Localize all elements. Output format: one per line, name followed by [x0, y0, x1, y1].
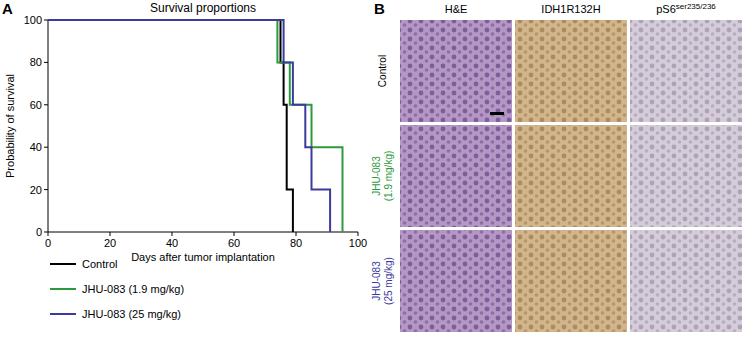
y-tick-label: 80	[30, 56, 42, 68]
scale-bar	[490, 112, 504, 115]
x-tick-label: 40	[166, 237, 178, 249]
y-tick	[44, 104, 48, 105]
legend-label: JHU-083 (1.9 mg/kg)	[82, 283, 184, 295]
panel-label: A	[2, 0, 13, 17]
column-header: pS6ser235/236	[656, 2, 716, 15]
x-tick-label: 80	[290, 237, 302, 249]
x-tick	[358, 232, 359, 236]
x-tick-label: 100	[349, 237, 367, 249]
panel-label: B	[374, 0, 385, 17]
column-header-sup: ser235/236	[676, 2, 717, 11]
survival-curve	[48, 20, 343, 232]
micrograph	[630, 125, 742, 227]
micrograph	[515, 20, 627, 122]
x-tick-label: 20	[104, 237, 116, 249]
row-label: JHU-083	[371, 261, 382, 301]
legend-swatch	[50, 288, 76, 290]
y-tick	[44, 62, 48, 63]
y-tick	[44, 232, 48, 233]
x-tick	[48, 232, 49, 236]
legend-label: Control	[82, 258, 117, 270]
legend-label: JHU-083 (25 mg/kg)	[82, 308, 181, 320]
x-axis	[48, 232, 358, 233]
micrograph	[400, 125, 512, 227]
y-tick-label: 0	[36, 226, 42, 238]
column-header: IDH1R132H	[541, 3, 600, 15]
row-label: (1.9 mg/kg)	[383, 151, 394, 202]
row-label: JHU-083	[371, 156, 382, 196]
micrograph	[400, 230, 512, 332]
y-axis-label: Probability of survival	[4, 74, 16, 178]
micrograph	[400, 20, 512, 122]
micrograph	[515, 125, 627, 227]
x-tick-label: 60	[228, 237, 240, 249]
y-tick-label: 20	[30, 184, 42, 196]
x-axis-label: Days after tumor implantation	[131, 251, 275, 263]
title: Survival proportions	[150, 1, 256, 15]
x-tick	[296, 232, 297, 236]
y-tick	[44, 20, 48, 21]
figure: A Survival proportions 0 20 40 60 80 100 0 20 40 60…	[0, 0, 746, 337]
x-tick-label: 0	[45, 237, 51, 249]
micrograph	[630, 230, 742, 332]
legend-swatch	[50, 313, 76, 315]
x-tick	[234, 232, 235, 236]
micrograph	[515, 230, 627, 332]
survival-curve	[48, 20, 330, 232]
x-tick	[172, 232, 173, 236]
y-tick-label: 60	[30, 99, 42, 111]
column-header: H&E	[445, 3, 468, 15]
y-tick-label: 40	[30, 141, 42, 153]
y-axis	[48, 20, 49, 232]
x-tick	[110, 232, 111, 236]
micrograph	[630, 20, 742, 122]
row-label: (25 mg/kg)	[383, 257, 394, 305]
y-tick	[44, 147, 48, 148]
y-tick	[44, 189, 48, 190]
y-tick-label: 100	[24, 14, 42, 26]
survival-curve	[48, 20, 293, 232]
plot-area	[48, 20, 343, 232]
row-label: Control	[377, 55, 388, 87]
legend-swatch	[50, 263, 76, 265]
